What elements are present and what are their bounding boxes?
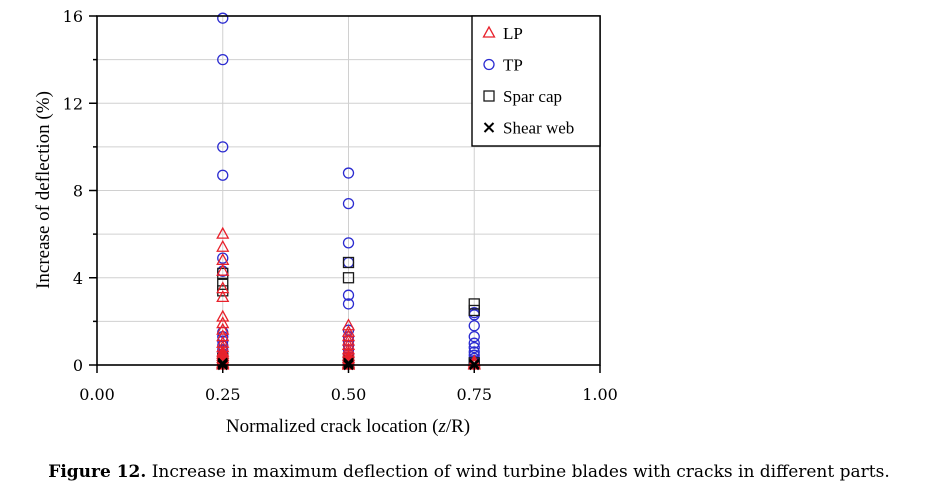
- tp-point: [342, 237, 355, 249]
- y-tick-label: 4: [73, 269, 83, 288]
- spar-cap-point: [468, 304, 480, 317]
- tp-point: [217, 53, 229, 66]
- legend-marker-lp: [482, 25, 496, 38]
- lp-point: [216, 263, 230, 276]
- lp-point: [216, 316, 230, 329]
- tp-point: [468, 341, 480, 354]
- x-tick-label: 0.00: [79, 385, 115, 404]
- tp-point: [342, 197, 355, 210]
- lp-point: [216, 290, 230, 303]
- legend-marker-spar-cap: [483, 90, 495, 102]
- y-tick-label: 0: [73, 356, 83, 375]
- lp-point: [216, 239, 230, 252]
- lp-point: [216, 309, 230, 322]
- x-tick-label: 0.50: [331, 385, 367, 404]
- figure-caption: Figure 12. Increase in maximum deflectio…: [0, 462, 938, 482]
- spar-cap-point: [342, 272, 355, 284]
- spar-cap-point: [217, 278, 229, 290]
- caption-text: Increase in maximum deflection of wind t…: [146, 462, 890, 482]
- x-axis-label: Normalized crack location (z/R): [226, 416, 470, 437]
- lp-point: [216, 226, 230, 239]
- legend-label-spar-cap: Spar cap: [503, 87, 562, 106]
- x-tick-label: 0.25: [205, 385, 241, 404]
- y-axis-label: Increase of deflection (%): [33, 91, 54, 289]
- y-tick-label: 8: [73, 182, 83, 201]
- legend-marker-shear-web: [483, 122, 495, 133]
- tp-point: [468, 320, 480, 332]
- legend-label-lp: LP: [503, 24, 523, 43]
- tp-point: [468, 330, 480, 343]
- tp-point: [342, 298, 355, 310]
- tp-point: [468, 337, 480, 349]
- legend: LP TP Spar cap Shear web: [471, 15, 601, 147]
- tp-point: [342, 167, 355, 179]
- tp-point: [217, 169, 229, 181]
- lp-point: [216, 322, 230, 335]
- tp-point: [217, 12, 229, 24]
- x-tick-label: 1.00: [582, 385, 618, 404]
- spar-cap-point: [342, 256, 355, 269]
- legend-label-shear-web: Shear web: [503, 119, 574, 138]
- y-tick-label: 12: [63, 94, 83, 113]
- x-tick-label: 0.75: [456, 385, 492, 404]
- tp-point: [217, 141, 229, 153]
- spar-cap-point: [468, 298, 480, 310]
- legend-marker-tp: [483, 58, 495, 71]
- caption-label: Figure 12.: [48, 462, 147, 482]
- y-tick-label: 16: [63, 7, 83, 26]
- scatter-chart: 0.00 0.25 0.50 0.75 1.00 0 4 8 12 16 Normalized c…: [33, 7, 618, 437]
- tp-point: [342, 289, 355, 301]
- axis-ticks: 0.00 0.25 0.50 0.75 1.00 0 4 8 12 16: [63, 7, 618, 404]
- legend-label-tp: TP: [503, 56, 523, 75]
